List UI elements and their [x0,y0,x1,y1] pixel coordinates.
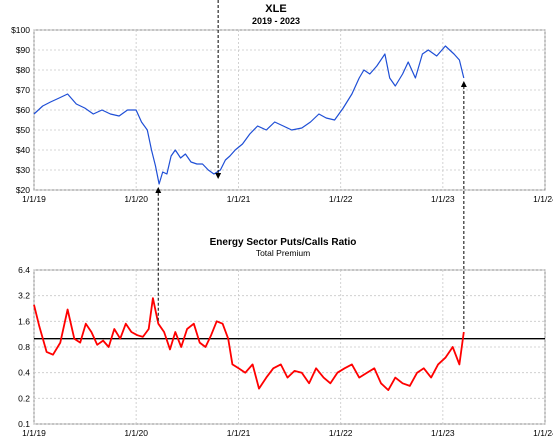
xle-price-chart: $20 $30 $40 $50 $60 $70 $80 $90 $100 1/1/19 1/1/20… [11,25,553,204]
x-tick-label: 1/1/19 [22,194,46,204]
y-tick-label: 0.8 [18,342,30,352]
xle-price-line [33,45,465,185]
x-tick-label: 1/1/23 [431,428,455,438]
y-tick-label: 6.4 [18,265,30,275]
x-tick-label: 1/1/24 [533,194,553,204]
xle-chart-subtitle: 2019 - 2023 [252,16,300,26]
y-tick-label: $90 [16,45,30,55]
x-tick-label: 1/1/19 [22,428,46,438]
y-tick-label: 1.6 [18,316,30,326]
x-tick-label: 1/1/20 [124,194,148,204]
y-tick-label: $20 [16,185,30,195]
y-tick-label: $100 [11,25,30,35]
xle-chart-title: XLE [265,3,286,15]
puts-calls-ratio-chart: 0.1 0.2 0.4 0.8 1.6 3.2 6.4 1/1/19 1/1/20 1/1/21 1… [18,265,553,438]
pcr-chart-subtitle: Total Premium [256,248,310,258]
annotation-arrows [155,0,467,329]
y-tick-label: $30 [16,165,30,175]
puts-calls-ratio-line [33,297,465,392]
y-tick-label: $70 [16,85,30,95]
x-tick-label: 1/1/21 [227,194,251,204]
y-tick-label: $50 [16,125,30,135]
y-tick-label: $60 [16,105,30,115]
x-tick-label: 1/1/22 [329,194,353,204]
x-tick-label: 1/1/24 [533,428,553,438]
pcr-chart-title: Energy Sector Puts/Calls Ratio [210,237,357,248]
y-tick-label: $80 [16,65,30,75]
y-tick-label: 0.4 [18,368,30,378]
x-tick-label: 1/1/20 [124,428,148,438]
y-tick-label: 0.2 [18,393,30,403]
x-tick-label: 1/1/21 [227,428,251,438]
y-tick-label: $40 [16,145,30,155]
y-tick-label: 0.1 [18,419,30,429]
x-tick-label: 1/1/22 [329,428,353,438]
x-tick-label: 1/1/23 [431,194,455,204]
y-tick-label: 3.2 [18,291,30,301]
